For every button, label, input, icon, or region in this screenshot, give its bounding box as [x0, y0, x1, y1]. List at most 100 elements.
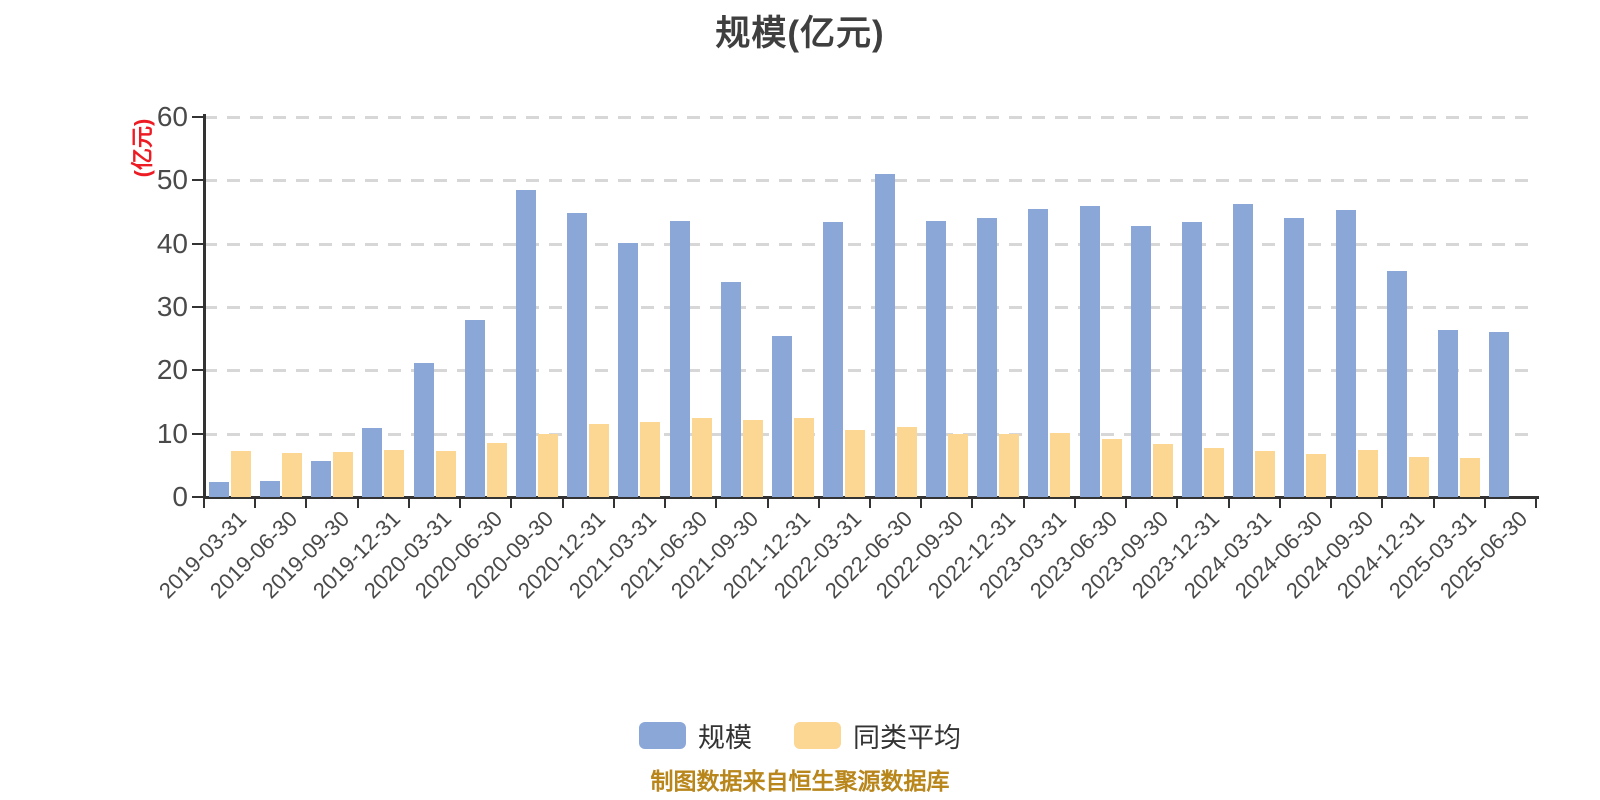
x-axis-tick [1381, 497, 1384, 508]
y-axis-tick-label: 50 [156, 164, 188, 196]
x-axis-tick [715, 497, 718, 508]
bar-average [1204, 447, 1224, 497]
bar-scale [311, 460, 332, 497]
legend: 规模 同类平均 [0, 716, 1600, 755]
bar-scale [977, 218, 998, 497]
y-axis-tick [192, 496, 204, 498]
x-axis-tick [1278, 497, 1281, 508]
bar-scale [259, 481, 280, 497]
y-axis-tick [192, 242, 204, 245]
bar-average [1408, 457, 1429, 497]
x-axis-tick [1073, 497, 1076, 508]
y-axis-tick [192, 369, 204, 372]
y-axis-tick [192, 116, 204, 118]
x-axis-tick [664, 497, 667, 508]
bar-average [384, 450, 405, 497]
x-axis-tick [817, 497, 820, 508]
gridline-50 [204, 179, 1536, 183]
x-axis-tick [1227, 497, 1230, 508]
y-axis-tick [192, 306, 204, 308]
legend-item-scale[interactable]: 规模 [639, 716, 752, 755]
x-axis-tick [1330, 497, 1333, 508]
bar-scale [1130, 225, 1151, 497]
y-axis-tick [192, 432, 204, 435]
gridline-20 [204, 369, 1536, 373]
bar-scale [669, 220, 690, 497]
bar-scale [925, 220, 946, 497]
x-axis-tick [356, 497, 359, 508]
x-axis-tick [920, 497, 923, 508]
bar-scale [362, 427, 383, 497]
bar-average [1050, 433, 1071, 497]
bar-scale [1028, 208, 1049, 497]
x-axis-tick [510, 497, 513, 508]
legend-item-average[interactable]: 同类平均 [794, 716, 961, 755]
bar-scale [1438, 329, 1459, 497]
bar-scale [720, 281, 741, 497]
x-axis-tick [766, 497, 769, 508]
bar-average [947, 434, 968, 497]
y-axis-line [203, 114, 206, 499]
legend-label-scale: 规模 [698, 723, 752, 753]
x-axis-tick [869, 497, 871, 508]
x-axis-tick [561, 497, 564, 508]
y-axis-tick [192, 179, 204, 182]
bar-scale [1386, 270, 1407, 497]
bar-average [281, 453, 302, 497]
bar-average [1152, 443, 1173, 497]
bar-scale [567, 213, 588, 497]
x-axis-tick [1022, 497, 1025, 508]
legend-swatch-scale [639, 722, 686, 749]
bar-average [589, 424, 610, 497]
x-axis-tick [203, 497, 205, 508]
x-axis-tick [612, 497, 615, 508]
bar-scale [413, 362, 434, 497]
bar-scale [823, 221, 844, 497]
bar-average [1255, 450, 1276, 497]
y-axis-tick-label: 20 [156, 354, 188, 386]
bar-scale [1079, 205, 1100, 497]
x-axis-tick [305, 497, 308, 508]
chart-title: 规模(亿元) [715, 14, 885, 53]
y-axis-tick-label: 10 [156, 417, 188, 449]
bar-average [230, 450, 251, 497]
data-source-note: 制图数据来自恒生聚源数据库 [650, 768, 950, 794]
bar-scale [464, 319, 485, 497]
y-axis-tick-label: 30 [156, 291, 188, 322]
bar-average [896, 426, 917, 497]
bar-scale [516, 190, 536, 497]
bar-average [1101, 438, 1122, 497]
gridline-60 [204, 116, 1536, 119]
gridline-10 [204, 432, 1536, 436]
bar-scale [1233, 203, 1254, 497]
x-axis-tick [971, 497, 974, 508]
x-axis-tick [407, 497, 410, 508]
x-axis-tick [1125, 497, 1128, 508]
y-axis-tick-label: 40 [156, 227, 188, 259]
bar-average [486, 443, 507, 497]
x-axis-tick [1535, 497, 1537, 508]
bar-scale [1284, 217, 1305, 497]
bar-scale [618, 243, 639, 497]
x-axis-tick [1432, 497, 1435, 508]
y-axis-tick-label: 60 [156, 101, 188, 132]
bar-scale [1489, 331, 1510, 497]
bar-average [794, 417, 815, 497]
x-axis-tick [459, 497, 462, 508]
bar-scale [208, 481, 229, 497]
bar-average [999, 434, 1020, 497]
x-axis-tick [1176, 497, 1179, 508]
bar-scale [1182, 222, 1202, 497]
gridline-40 [204, 242, 1536, 246]
bar-average [1306, 453, 1327, 497]
gridline-30 [204, 306, 1536, 309]
bar-average [845, 429, 866, 497]
bar-scale [874, 174, 895, 497]
bar-average [640, 422, 661, 497]
legend-label-average: 同类平均 [853, 723, 961, 753]
bar-average [333, 452, 354, 497]
bar-scale [772, 336, 793, 497]
bar-scale [1335, 210, 1356, 497]
bar-average [742, 419, 763, 497]
